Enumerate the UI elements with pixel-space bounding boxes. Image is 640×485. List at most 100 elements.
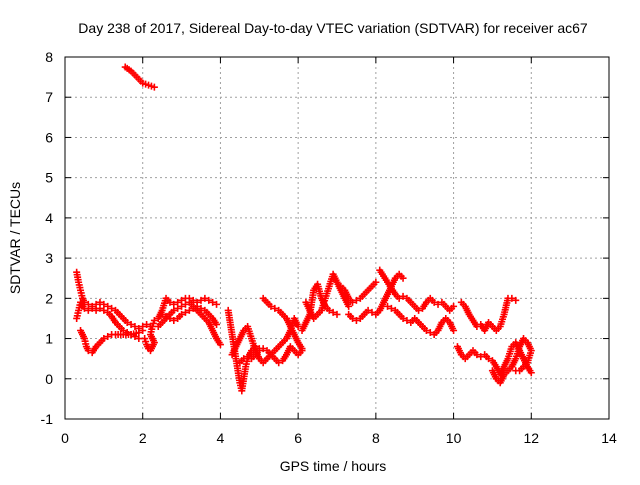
data-point [399, 292, 407, 300]
data-point [100, 306, 108, 314]
data-point [181, 308, 189, 316]
data-point [364, 306, 372, 314]
data-point [166, 298, 174, 306]
data-point [166, 314, 174, 322]
data-point [197, 304, 205, 312]
grid-lines [65, 57, 609, 419]
data-point [174, 298, 182, 306]
data-point [139, 327, 147, 335]
data-point [352, 296, 360, 304]
data-point [329, 308, 337, 316]
data-point [143, 320, 151, 328]
data-point [170, 300, 178, 308]
data-point [450, 302, 458, 310]
data-point [88, 304, 96, 312]
data-point [185, 306, 193, 314]
x-tick-label: 6 [294, 430, 302, 446]
data-point [150, 83, 158, 91]
data-point [485, 355, 493, 363]
data-points [73, 63, 535, 395]
data-point [80, 304, 88, 312]
data-point [267, 302, 275, 310]
data-point [349, 314, 357, 322]
x-tick-label: 10 [446, 430, 462, 446]
data-point [298, 345, 306, 353]
x-axis-label: GPS time / hours [280, 458, 387, 474]
data-point [430, 298, 438, 306]
data-point [422, 327, 430, 335]
data-point [395, 294, 403, 302]
data-point [352, 316, 360, 324]
data-point [216, 341, 224, 349]
data-point [209, 298, 217, 306]
chart-title: Day 238 of 2017, Sidereal Day-to-day VTE… [78, 20, 588, 36]
data-point [92, 300, 100, 308]
data-point [271, 304, 279, 312]
y-tick-label: 4 [45, 210, 53, 226]
x-tick-label: 2 [139, 430, 147, 446]
data-point [96, 298, 104, 306]
data-point [174, 304, 182, 312]
data-point [104, 333, 112, 341]
data-point [473, 351, 481, 359]
data-point [240, 355, 248, 363]
data-point [333, 310, 341, 318]
data-point [170, 306, 178, 314]
data-point [170, 316, 178, 324]
x-tick-label: 4 [217, 430, 225, 446]
data-point [162, 312, 170, 320]
data-point [178, 296, 186, 304]
data-point [100, 335, 108, 343]
data-point [205, 296, 213, 304]
data-point [84, 306, 92, 314]
x-axis-ticks: 0 2 4 6 8 10 12 14 [61, 57, 617, 446]
y-tick-label: 0 [45, 371, 53, 387]
data-point [275, 359, 283, 367]
data-point [92, 306, 100, 314]
data-point [178, 302, 186, 310]
data-point [259, 345, 267, 353]
data-point [399, 314, 407, 322]
data-point [508, 294, 516, 302]
data-point [527, 369, 535, 377]
data-point [387, 304, 395, 312]
data-point [512, 296, 520, 304]
data-point [131, 322, 139, 330]
y-tick-label: 6 [45, 129, 53, 145]
data-point [399, 274, 407, 282]
data-point [108, 304, 116, 312]
y-axis-ticks: -1 0 1 2 3 4 5 6 7 8 [41, 49, 609, 427]
data-point [255, 347, 263, 355]
data-point [189, 304, 197, 312]
data-point [158, 310, 166, 318]
data-point [345, 302, 353, 310]
data-point [178, 310, 186, 318]
data-point [150, 316, 158, 324]
data-point [84, 300, 92, 308]
data-point [197, 296, 205, 304]
data-point [189, 296, 197, 304]
data-point [100, 300, 108, 308]
data-point [201, 294, 209, 302]
data-point [213, 300, 221, 308]
data-point [213, 320, 221, 328]
x-tick-label: 8 [372, 430, 380, 446]
plot-frame [64, 56, 610, 420]
y-tick-label: 1 [45, 331, 53, 347]
y-tick-label: 3 [45, 250, 53, 266]
y-tick-label: 7 [45, 89, 53, 105]
data-point [135, 329, 143, 337]
y-axis-label: SDTVAR / TECUs [7, 182, 23, 294]
data-point [512, 367, 520, 375]
data-point [325, 306, 333, 314]
y-tick-label: 2 [45, 290, 53, 306]
y-tick-label: 5 [45, 170, 53, 186]
data-point [415, 306, 423, 314]
x-tick-label: 14 [601, 430, 617, 446]
y-tick-label: 8 [45, 49, 53, 65]
data-point [104, 302, 112, 310]
y-tick-label: -1 [41, 411, 54, 427]
data-point [193, 302, 201, 310]
